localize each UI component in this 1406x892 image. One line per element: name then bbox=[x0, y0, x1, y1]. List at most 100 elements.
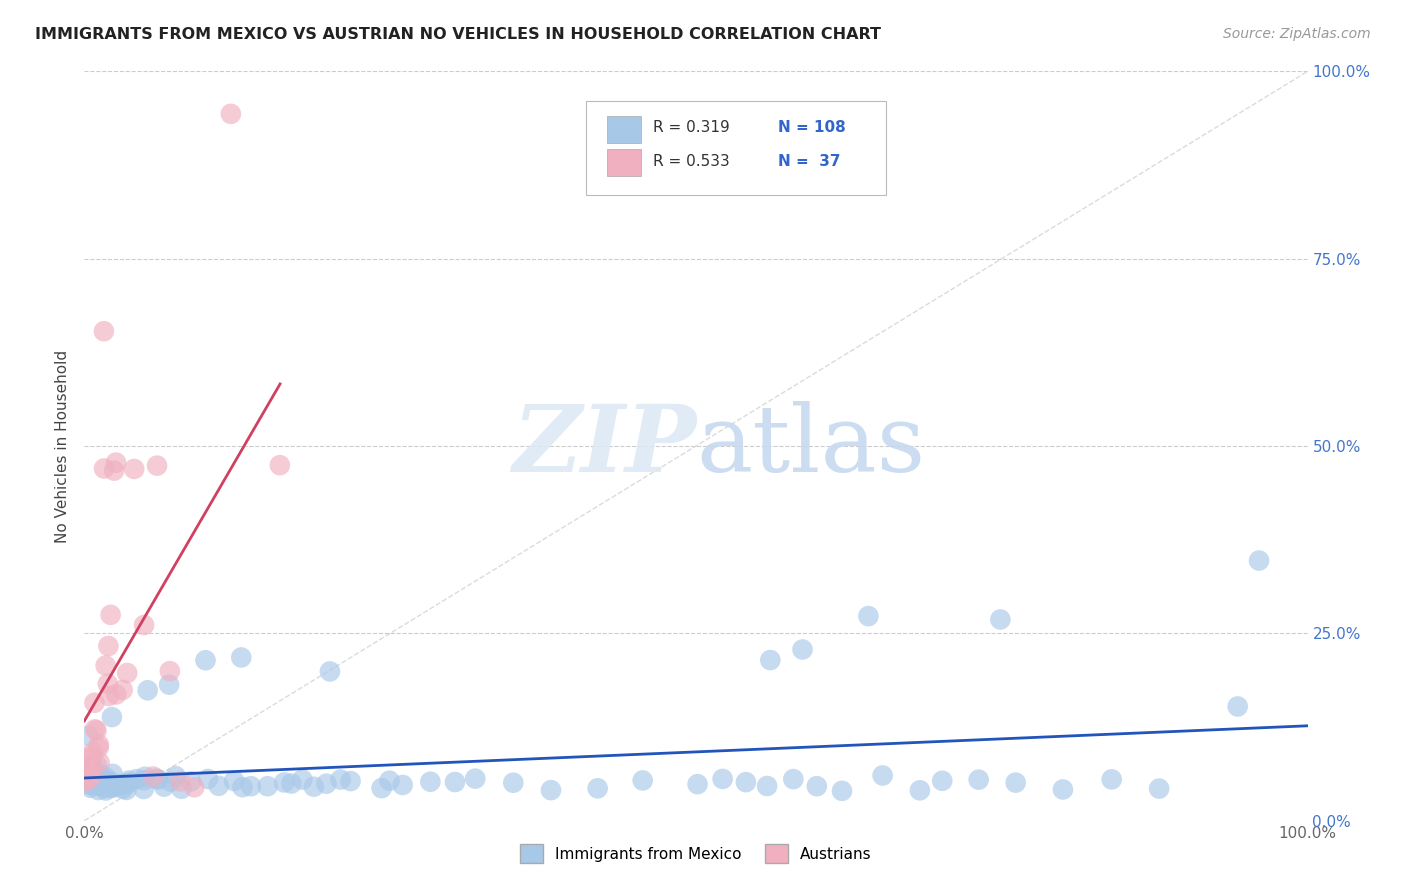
Point bbox=[111, 682, 134, 697]
Point bbox=[183, 780, 205, 795]
Point bbox=[806, 779, 828, 793]
Point bbox=[315, 777, 337, 791]
Point bbox=[75, 768, 97, 782]
Point bbox=[111, 777, 134, 791]
Point bbox=[391, 778, 413, 792]
Point bbox=[98, 689, 121, 703]
Point bbox=[339, 774, 361, 789]
Point bbox=[134, 770, 156, 784]
Point bbox=[100, 774, 122, 789]
Point bbox=[329, 772, 352, 787]
Point bbox=[931, 773, 953, 788]
Point bbox=[94, 658, 117, 673]
Point bbox=[105, 456, 128, 470]
Point bbox=[159, 774, 181, 789]
Point bbox=[96, 778, 118, 792]
FancyBboxPatch shape bbox=[586, 102, 886, 195]
Point bbox=[100, 607, 122, 622]
Point bbox=[222, 774, 245, 789]
Point bbox=[83, 764, 105, 779]
Point bbox=[93, 324, 115, 338]
Point bbox=[319, 665, 342, 679]
Point bbox=[87, 774, 110, 789]
Point bbox=[79, 770, 101, 784]
Point bbox=[967, 772, 990, 787]
Point bbox=[87, 738, 110, 752]
Point bbox=[87, 740, 110, 755]
Point bbox=[115, 777, 138, 791]
Point bbox=[91, 772, 114, 787]
Point bbox=[170, 781, 193, 796]
Point bbox=[686, 777, 709, 791]
Point bbox=[97, 639, 120, 653]
Point bbox=[302, 780, 325, 794]
Bar bbox=[606, 116, 641, 143]
Point bbox=[132, 782, 155, 797]
Point bbox=[97, 776, 120, 790]
Point bbox=[83, 767, 105, 781]
Point bbox=[80, 759, 103, 773]
Point bbox=[89, 779, 111, 793]
Bar bbox=[606, 149, 641, 177]
Point bbox=[280, 776, 302, 790]
Point bbox=[77, 760, 100, 774]
Point bbox=[86, 758, 108, 772]
Point bbox=[80, 779, 103, 793]
Point bbox=[782, 772, 804, 786]
Point bbox=[103, 464, 125, 478]
Point bbox=[77, 771, 100, 785]
Point bbox=[76, 772, 98, 787]
Point bbox=[134, 773, 156, 788]
Legend: Immigrants from Mexico, Austrians: Immigrants from Mexico, Austrians bbox=[515, 838, 877, 869]
Point bbox=[540, 783, 562, 797]
Point bbox=[94, 781, 117, 796]
Point bbox=[79, 780, 101, 795]
Point bbox=[77, 777, 100, 791]
Point bbox=[77, 766, 100, 780]
Point bbox=[94, 779, 117, 793]
Point bbox=[444, 775, 467, 789]
Point bbox=[1004, 775, 1026, 789]
Point bbox=[153, 780, 176, 794]
Point bbox=[89, 767, 111, 781]
Point bbox=[94, 783, 117, 797]
Point bbox=[122, 462, 145, 476]
Point bbox=[80, 750, 103, 764]
Point bbox=[239, 779, 262, 793]
Point bbox=[208, 779, 231, 793]
Point bbox=[711, 772, 734, 786]
Point bbox=[197, 772, 219, 786]
Point bbox=[90, 772, 112, 787]
Point bbox=[115, 783, 138, 797]
Point bbox=[86, 723, 108, 738]
Point bbox=[502, 776, 524, 790]
Point bbox=[831, 784, 853, 798]
Point bbox=[858, 609, 880, 624]
Point bbox=[89, 775, 111, 789]
Point bbox=[419, 774, 441, 789]
Point bbox=[101, 767, 124, 781]
Point bbox=[93, 461, 115, 475]
Point bbox=[112, 781, 135, 796]
Point bbox=[256, 779, 278, 793]
Point bbox=[79, 764, 101, 779]
Point bbox=[84, 723, 107, 737]
Point bbox=[75, 771, 97, 785]
Y-axis label: No Vehicles in Household: No Vehicles in Household bbox=[55, 350, 70, 542]
Text: ZIP: ZIP bbox=[512, 401, 696, 491]
Point bbox=[291, 772, 314, 787]
Point bbox=[1226, 699, 1249, 714]
Point bbox=[792, 642, 814, 657]
Point bbox=[82, 763, 104, 777]
Text: R = 0.533: R = 0.533 bbox=[654, 153, 730, 169]
Point bbox=[80, 749, 103, 764]
Point bbox=[107, 779, 129, 793]
Point bbox=[631, 773, 654, 788]
Point bbox=[82, 769, 104, 783]
Point bbox=[115, 665, 138, 680]
Point bbox=[87, 776, 110, 790]
Point bbox=[231, 780, 253, 794]
Point bbox=[273, 775, 295, 789]
Point bbox=[82, 745, 104, 759]
Point bbox=[83, 696, 105, 710]
